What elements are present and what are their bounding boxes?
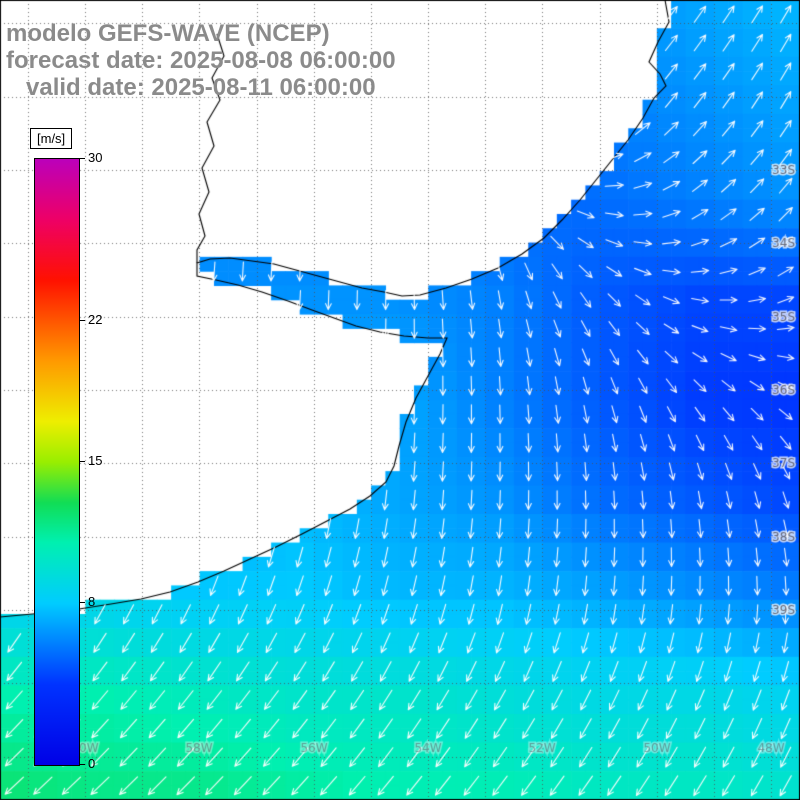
- colorbar-tick-mark: [80, 764, 85, 765]
- colorbar-tick-mark: [80, 319, 85, 321]
- colorbar-tick-label: 22: [88, 311, 103, 327]
- forecast-date: forecast date: 2025-08-08 06:00:00: [6, 47, 396, 74]
- colorbar-unit-label: [m/s]: [30, 128, 73, 149]
- colorbar-tick-mark: [80, 461, 85, 462]
- model-title: modelo GEFS-WAVE (NCEP): [6, 20, 330, 47]
- valid-date: valid date: 2025-08-11 06:00:00: [6, 74, 376, 101]
- colorbar-tick-label: 8: [88, 594, 96, 610]
- colorbar-tick-mark: [80, 602, 85, 604]
- colorbar-tick-label: 30: [88, 150, 103, 165]
- colorbar: [m/s] 30 22 15 8 0: [30, 128, 150, 793]
- colorbar-tick-label: 15: [88, 453, 103, 468]
- colorbar-tick-mark: [80, 158, 85, 159]
- colorbar-gradient: [34, 158, 80, 766]
- colorbar-tick-label: 0: [88, 756, 96, 771]
